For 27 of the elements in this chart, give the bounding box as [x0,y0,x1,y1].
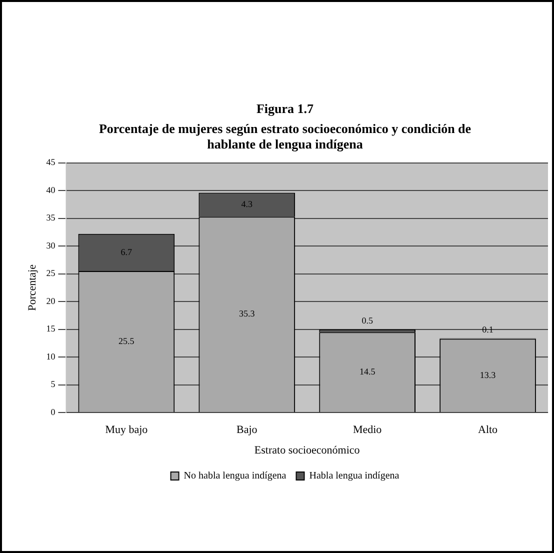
chart-subtitle: Porcentaje de mujeres según estrato socioeconómico y condición de hablante de lengua indígena [98,120,472,152]
x-tick-label: Muy bajo [105,424,148,436]
data-label: 14.5 [359,366,376,376]
chart-title: Figura 1.7 [256,101,314,116]
data-label: 25.5 [118,336,135,346]
y-tick-label: 45 [46,157,56,168]
legend-label: Habla lengua indígena [309,470,400,482]
data-label: 4.3 [241,199,253,210]
y-tick-label: 5 [50,379,56,390]
data-label: 13.3 [480,370,496,380]
x-axis-title: Estrato socioeconómico [254,444,360,456]
y-tick-label: 20 [46,296,56,306]
y-tick-label: 40 [46,184,56,195]
y-axis-title: Porcentaje [26,264,38,311]
y-tick-label: 0 [50,406,56,417]
data-label: 0.5 [362,316,374,326]
y-tick-label: 15 [46,324,56,334]
legend-label: No habla lengua indígena [184,470,287,482]
y-tick-label: 35 [46,212,56,223]
data-label: 6.7 [120,246,133,257]
x-tick-label: Medio [352,424,382,436]
x-tick-label: Bajo [236,424,258,436]
x-tick-label: Alto [478,424,498,436]
y-tick-label: 10 [46,351,56,362]
y-tick-label: 30 [46,240,56,250]
y-tick-label: 25 [46,268,56,278]
data-label: 35.3 [239,308,256,319]
